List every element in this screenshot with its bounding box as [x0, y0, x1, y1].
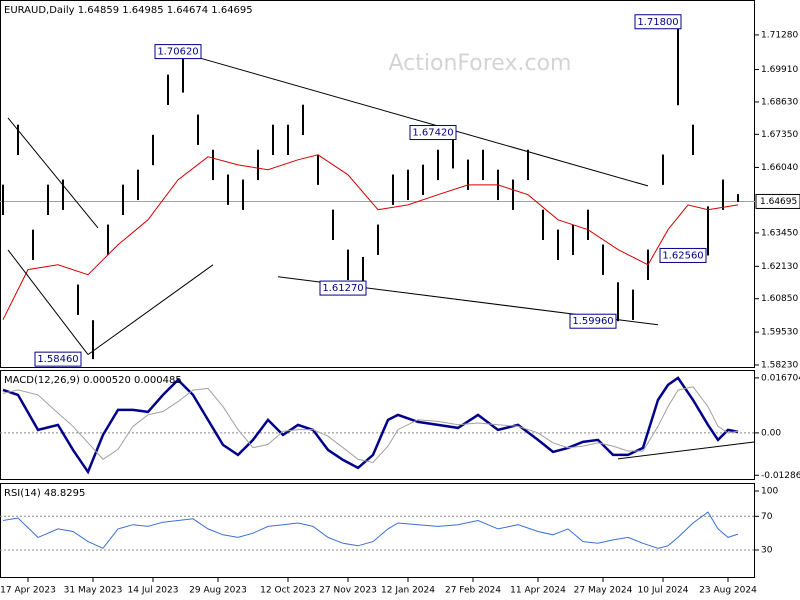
- indicator-line: [2, 376, 739, 475]
- watermark: ActionForex.com: [389, 51, 572, 76]
- panel-frame: [0, 370, 755, 480]
- y-tick-label: 1.71280: [761, 30, 798, 40]
- panel-frame: [0, 483, 755, 578]
- annotation-label: 1.62560: [662, 250, 703, 261]
- annotation-box: [569, 313, 617, 329]
- x-tick-label: 23 Aug 2024: [699, 586, 757, 596]
- annotation-label: 1.59960: [572, 316, 613, 327]
- last-price-label: 1.64695: [760, 197, 797, 207]
- indicator-line: [2, 511, 739, 549]
- annotation-label: 1.61270: [322, 283, 363, 294]
- annotation-box: [319, 280, 367, 296]
- annotation-label: 1.70620: [157, 47, 198, 58]
- y-tick-label: 1.66040: [761, 163, 798, 173]
- x-tick-label: 10 Jul 2024: [638, 586, 689, 596]
- y-tick-label: 1.63450: [761, 228, 798, 238]
- trendline: [177, 51, 649, 187]
- trendline: [87, 264, 214, 356]
- y-tick-label: 1.67350: [761, 130, 798, 140]
- annotation-label: 1.71800: [637, 17, 678, 28]
- panel-title: EURAUD,Daily 1.64859 1.64985 1.64674 1.6…: [4, 5, 253, 16]
- panel-title: RSI(14) 48.8295: [4, 488, 85, 499]
- x-tick-label: 12 Oct 2023: [260, 586, 316, 596]
- panel-title: MACD(12,26,9) 0.000520 0.000485: [4, 375, 182, 386]
- y-tick-label: 1.69910: [761, 65, 798, 75]
- annotation-box: [154, 44, 202, 60]
- trendline: [7, 249, 89, 355]
- y-tick-label: 1.62130: [761, 262, 798, 272]
- panel-frame: [0, 0, 755, 368]
- indicator-line: [2, 386, 739, 464]
- y-tick-label: 0.016704: [761, 373, 800, 383]
- x-tick-label: 17 Apr 2023: [0, 586, 56, 596]
- annotation-box: [659, 247, 707, 263]
- last-price-box: [755, 193, 800, 209]
- x-tick-label: 29 Aug 2023: [189, 586, 247, 596]
- x-tick-label: 27 May 2024: [574, 586, 633, 596]
- trendline: [7, 117, 99, 229]
- y-tick-label: 70: [761, 512, 773, 522]
- y-tick-label: 0.00: [761, 428, 781, 438]
- annotation-box: [634, 14, 682, 30]
- x-tick-label: 27 Nov 2023: [319, 586, 377, 596]
- y-tick-label: -0.012869: [761, 471, 800, 481]
- moving-average: [2, 154, 739, 320]
- y-tick-label: 1.59530: [761, 328, 798, 338]
- y-tick-label: 1.60850: [761, 294, 798, 304]
- annotation-label: 1.58460: [37, 354, 78, 365]
- x-tick-label: 11 Apr 2024: [510, 586, 566, 596]
- annotation-box: [409, 125, 457, 141]
- x-tick-label: 12 Jan 2024: [381, 586, 435, 596]
- annotation-label: 1.67420: [412, 128, 453, 139]
- y-tick-label: 100: [761, 487, 778, 497]
- y-tick-label: 30: [761, 546, 773, 556]
- x-tick-label: 31 May 2023: [64, 586, 123, 596]
- y-tick-label: 1.68630: [761, 97, 798, 107]
- trendline: [617, 441, 756, 460]
- y-tick-label: 1.58230: [761, 360, 798, 370]
- annotation-box: [34, 351, 82, 367]
- x-tick-label: 27 Feb 2024: [445, 586, 501, 596]
- x-tick-label: 14 Jul 2023: [128, 586, 179, 596]
